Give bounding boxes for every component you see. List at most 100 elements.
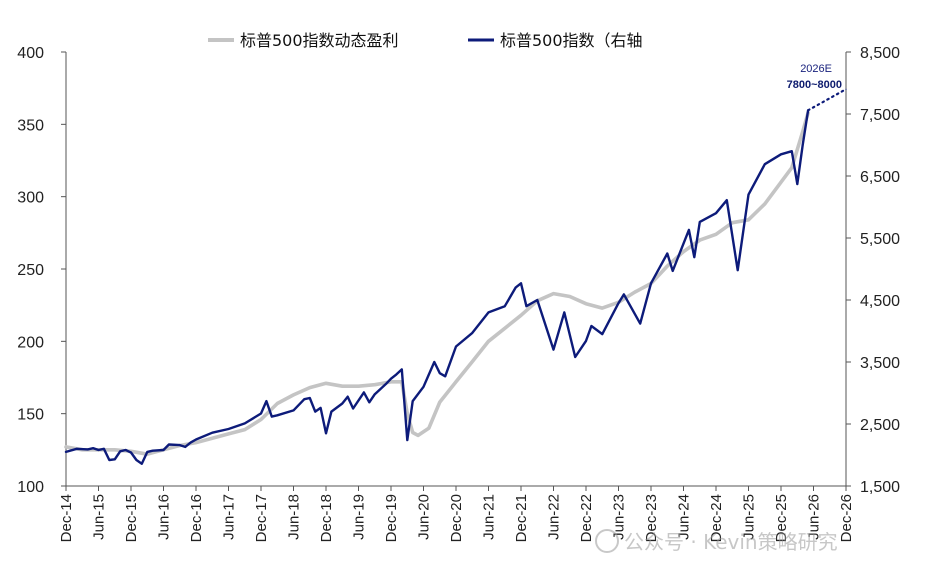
series-0-point (504, 327, 506, 329)
series-line-2 (806, 88, 848, 112)
series-0-point (666, 265, 668, 267)
x-tick-label: Jun-17 (221, 494, 238, 540)
series-1-point (515, 287, 517, 289)
x-tick-label: Dec-26 (838, 494, 855, 542)
series-1-point (135, 459, 137, 461)
series-1-point (260, 412, 262, 415)
series-1-point (791, 150, 793, 152)
series-1-point (152, 450, 154, 452)
x-tick-label: Dec-21 (513, 494, 530, 542)
y-left-tick-label: 350 (17, 117, 44, 134)
series-0-point (471, 361, 473, 363)
series-1-point (802, 144, 804, 146)
series-1-point (487, 311, 490, 313)
x-tick-label: Jun-26 (806, 494, 823, 540)
legend-label-1: 标普500指数（右轴 (500, 31, 643, 50)
x-tick-label: Jun-25 (741, 494, 758, 540)
series-1-point (672, 270, 674, 272)
series-1-point (271, 416, 273, 418)
x-tick-label: Dec-14 (58, 494, 75, 542)
series-0-point (211, 437, 213, 439)
x-tick-label: Dec-23 (643, 494, 660, 542)
series-1-point (601, 333, 603, 335)
series-1-point (363, 391, 365, 393)
series-1-point (699, 221, 701, 223)
series-0-point (699, 239, 701, 241)
series-1-point (103, 448, 105, 450)
series-0-point (292, 394, 295, 396)
series-1-point (314, 411, 316, 413)
watermark: 公众号 · Kevin策略研究 (595, 529, 838, 554)
series-2-point (807, 109, 809, 111)
series-1-point (184, 446, 186, 448)
series-1-point (737, 269, 739, 271)
series-0-point (417, 434, 419, 436)
series-1-point (650, 282, 652, 284)
series-1-point (536, 299, 538, 301)
series-1-point (303, 398, 305, 400)
x-tick-label: Jun-19 (351, 494, 368, 540)
series-1-point (617, 302, 620, 304)
series-1-point (433, 361, 435, 363)
series-1-point (623, 293, 625, 295)
y-right-tick-label: 2,500 (860, 417, 900, 434)
series-1-point (76, 448, 78, 450)
series-1-point (195, 438, 197, 441)
y-left-tick-label: 150 (17, 407, 44, 424)
series-1-point (552, 349, 555, 351)
series-1-point (444, 375, 446, 377)
series-1-point (87, 448, 89, 450)
series-1-point (666, 252, 668, 255)
series-1-point (504, 305, 506, 307)
series-0-point (552, 293, 555, 295)
y-left-tick-label: 200 (17, 334, 44, 351)
series-1-point (406, 439, 408, 441)
y-right-tick-label: 7,500 (860, 107, 900, 124)
y-right-tick-label: 3,500 (860, 355, 900, 372)
series-0-point (357, 385, 360, 387)
series-1-point (125, 449, 127, 451)
series-1-point (330, 411, 332, 413)
series-1-point (422, 386, 425, 388)
series-1-point (292, 409, 295, 411)
y-left-tick-label: 250 (17, 262, 44, 279)
series-1-point (412, 400, 414, 402)
series-0-point (439, 401, 441, 403)
y-right-tick-label: 1,500 (860, 479, 900, 496)
series-1-point (92, 447, 94, 449)
y-left-tick-label: 100 (17, 479, 44, 496)
x-tick-label: Dec-15 (123, 494, 140, 542)
x-tick-label: Jun-23 (611, 494, 628, 540)
series-1-point (520, 282, 522, 284)
series-1-point (227, 428, 230, 430)
wechat-icon (595, 529, 619, 553)
series-0-point (374, 384, 376, 386)
forecast-range-label: 7800~8000 (787, 79, 842, 91)
series-1-point (764, 163, 766, 165)
series-0-point (715, 233, 717, 235)
series-1-point (715, 212, 717, 214)
series-1-point (780, 153, 782, 155)
series-0-point (780, 181, 782, 183)
series-1-point (325, 432, 327, 434)
series-1-point (385, 383, 387, 385)
series-0-point (195, 442, 197, 444)
series-0-point (569, 295, 571, 298)
chart-series (64, 88, 848, 465)
series-1-point (401, 368, 403, 370)
series-0-point (412, 431, 414, 434)
series-1-point (439, 372, 441, 374)
series-1-point (130, 451, 132, 454)
series-1-point (796, 183, 798, 185)
series-0-point (585, 303, 587, 305)
chart-legend: 标普500指数动态盈利 标普500指数（右轴 (208, 31, 643, 50)
x-tick-label: Dec-20 (448, 494, 465, 542)
series-1-point (747, 194, 750, 196)
series-0-point (260, 418, 262, 421)
x-tick-label: Jun-15 (91, 494, 108, 540)
series-1-point (395, 373, 397, 375)
series-0-point (634, 291, 636, 293)
x-tick-label: Dec-16 (188, 494, 205, 542)
chart-axes: 100 150 200 250 300 350 400 1,500 2,500 3,500 4,50… (17, 45, 900, 542)
